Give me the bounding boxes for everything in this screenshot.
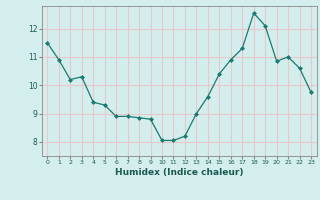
X-axis label: Humidex (Indice chaleur): Humidex (Indice chaleur) — [115, 168, 244, 177]
